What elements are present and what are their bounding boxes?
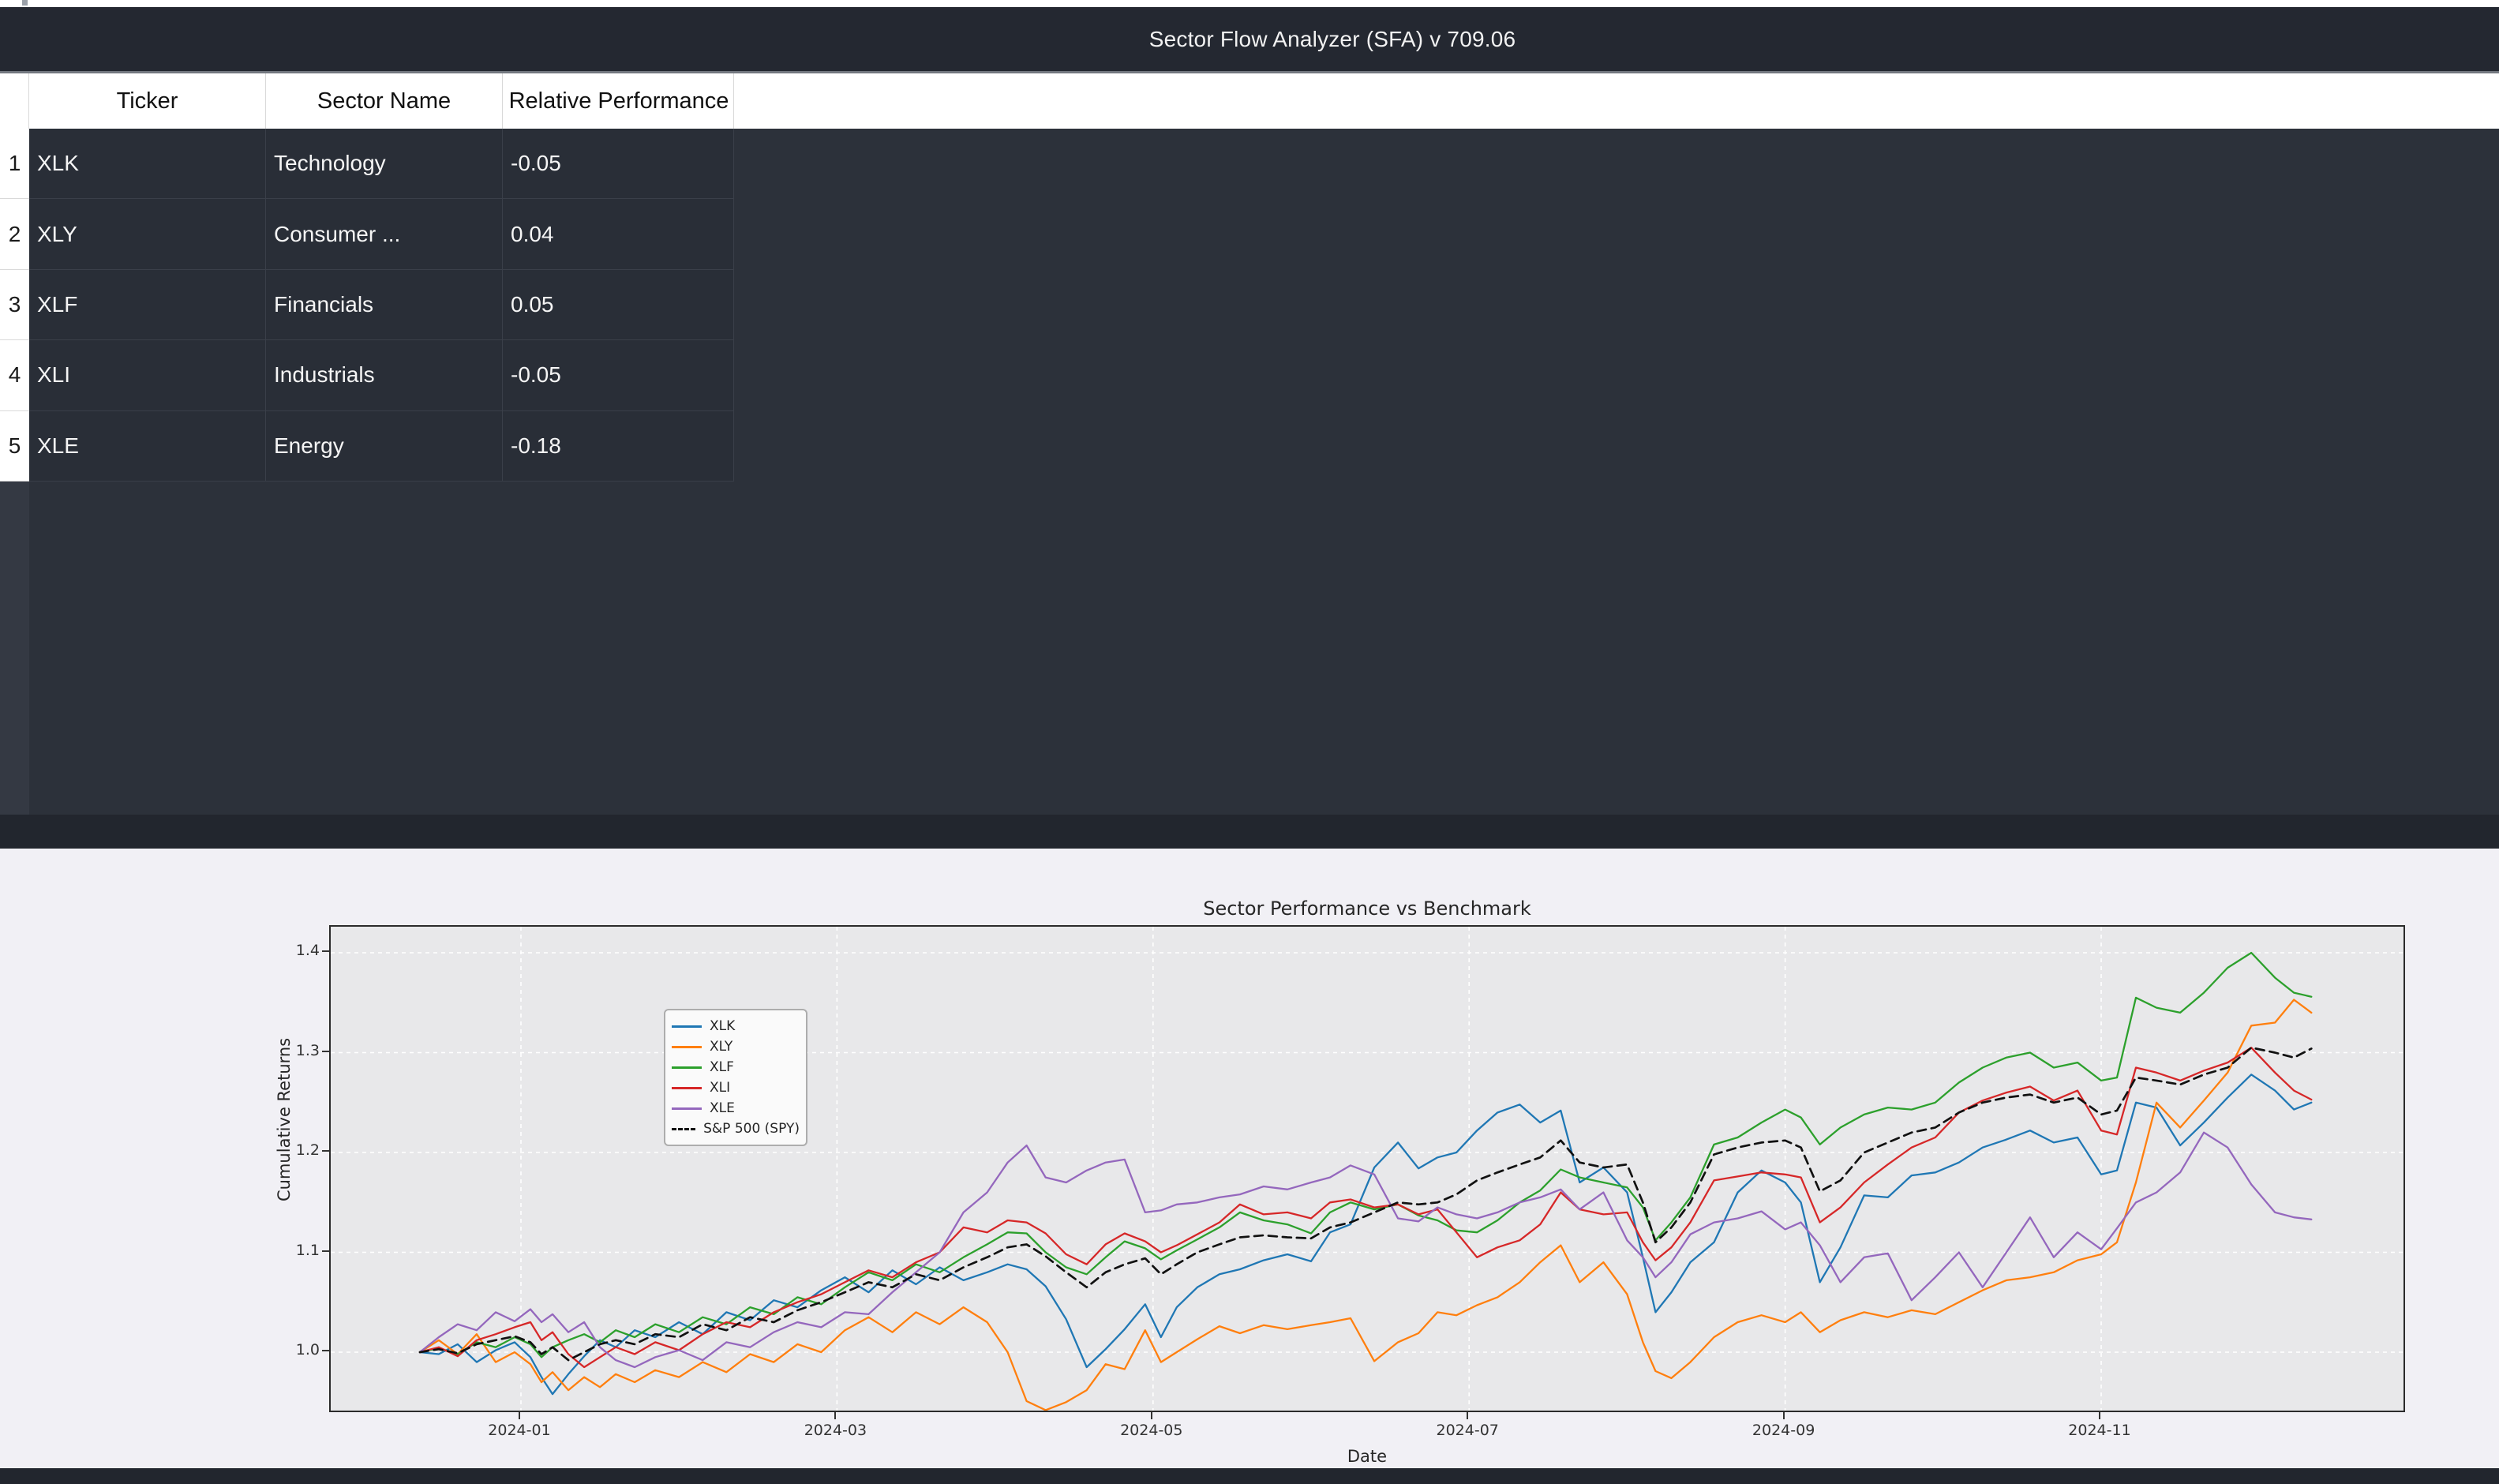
cell-sector-name[interactable]: Technology — [266, 129, 503, 199]
series-line-XLE — [418, 1131, 2313, 1369]
data-grid: XLK Technology -0.05 1 XLY Consumer ... 0.04 2 X… — [0, 129, 734, 482]
y-tick-label: 1.2 — [295, 1141, 320, 1159]
legend-item: XLY — [672, 1036, 800, 1057]
x-tick-mark — [1150, 1412, 1152, 1419]
row-cells: XLK Technology -0.05 — [29, 129, 734, 200]
grid-header-row: Ticker Sector Name Relative Performance — [0, 73, 2499, 129]
x-tick-mark — [519, 1412, 520, 1419]
data-grid-panel: XLK Technology -0.05 1 XLY Consumer ... 0.04 2 X… — [0, 129, 2499, 815]
legend-label: XLI — [710, 1080, 731, 1096]
plot-canvas — [331, 927, 2403, 1411]
plot-area: XLK XLY XLF XLI XLE S&P 500 (SPY) — [329, 925, 2405, 1412]
legend-item: XLF — [672, 1057, 800, 1077]
legend-swatch — [672, 1086, 702, 1089]
row-number-cell[interactable]: 2 — [0, 199, 29, 270]
column-header-sector-name[interactable]: Sector Name — [266, 73, 503, 129]
title-bar[interactable]: Sector Flow Analyzer (SFA) v 709.06 — [0, 7, 2499, 71]
row-cells: XLF Financials 0.05 — [29, 269, 734, 341]
legend-item: XLI — [672, 1077, 800, 1098]
cell-sector-name[interactable]: Consumer ... — [266, 199, 503, 269]
y-tick-mark — [322, 1150, 329, 1152]
x-tick-mark — [2099, 1412, 2100, 1419]
cell-sector-name[interactable]: Energy — [266, 410, 503, 481]
top-strip — [0, 0, 2499, 7]
table-row[interactable]: XLI Industrials -0.05 4 — [0, 340, 734, 411]
chart-title: Sector Performance vs Benchmark — [1203, 898, 1531, 920]
cell-sector-name[interactable]: Industrials — [266, 340, 503, 410]
table-row[interactable]: XLE Energy -0.18 5 — [0, 410, 734, 482]
x-tick-label: 2024-07 — [1436, 1422, 1499, 1439]
legend-item: XLK — [672, 1016, 800, 1036]
cell-ticker[interactable]: XLF — [29, 269, 266, 340]
cell-sector-name[interactable]: Financials — [266, 269, 503, 340]
y-tick-label: 1.3 — [295, 1041, 320, 1059]
cell-relative-performance[interactable]: 0.05 — [503, 269, 734, 340]
y-axis-label: Cumulative Returns — [275, 1037, 294, 1201]
row-number-cell[interactable]: 5 — [0, 410, 29, 482]
x-tick-label: 2024-05 — [1120, 1422, 1183, 1439]
y-tick-mark — [322, 950, 329, 952]
x-tick-label: 2024-01 — [488, 1422, 551, 1439]
x-tick-label: 2024-11 — [2068, 1422, 2131, 1439]
row-cells: XLI Industrials -0.05 — [29, 340, 734, 411]
legend: XLK XLY XLF XLI XLE S&P 500 (SPY) — [664, 1009, 807, 1146]
series-line-S-P-500-SPY- — [418, 1046, 2313, 1362]
panel-bottom-strip — [0, 815, 2499, 849]
table-row[interactable]: XLY Consumer ... 0.04 2 — [0, 199, 734, 270]
y-tick-mark — [322, 1350, 329, 1351]
legend-label: XLK — [710, 1018, 736, 1034]
cell-relative-performance[interactable]: 0.04 — [503, 199, 734, 269]
row-cells: XLE Energy -0.18 — [29, 410, 734, 482]
cell-ticker[interactable]: XLY — [29, 199, 266, 269]
row-number-cell[interactable]: 4 — [0, 340, 29, 411]
legend-swatch — [672, 1066, 702, 1069]
table-row[interactable]: XLF Financials 0.05 3 — [0, 269, 734, 341]
series-line-XLY — [418, 999, 2313, 1411]
cell-relative-performance[interactable]: -0.05 — [503, 129, 734, 199]
legend-label: S&P 500 (SPY) — [703, 1121, 800, 1137]
y-tick-label: 1.1 — [295, 1241, 320, 1259]
title-divider — [0, 71, 2499, 73]
app-title: Sector Flow Analyzer (SFA) v 709.06 — [1148, 27, 1516, 51]
window-resize-notch-icon — [22, 0, 28, 6]
row-gutter-empty — [0, 482, 29, 815]
legend-label: XLY — [710, 1039, 733, 1055]
legend-swatch — [672, 1045, 702, 1048]
x-tick-label: 2024-09 — [1752, 1422, 1815, 1439]
legend-label: XLE — [710, 1100, 735, 1116]
x-tick-mark — [1467, 1412, 1469, 1419]
legend-item: S&P 500 (SPY) — [672, 1119, 800, 1139]
cell-ticker[interactable]: XLI — [29, 340, 266, 410]
bottom-strip — [0, 1468, 2499, 1484]
cell-ticker[interactable]: XLE — [29, 410, 266, 481]
legend-swatch — [672, 1025, 702, 1028]
row-number-cell[interactable]: 3 — [0, 269, 29, 341]
legend-label: XLF — [710, 1059, 734, 1075]
legend-item: XLE — [672, 1098, 800, 1119]
row-number-cell[interactable]: 1 — [0, 129, 29, 200]
series-line-XLI — [418, 1047, 2313, 1369]
legend-swatch — [672, 1107, 702, 1110]
y-tick-label: 1.0 — [295, 1341, 320, 1358]
grid-corner-cell[interactable] — [0, 73, 29, 129]
series-line-XLK — [418, 1074, 2313, 1396]
chart-figure: Sector Performance vs Benchmark Cumulati… — [0, 849, 2499, 1468]
y-tick-mark — [322, 1250, 329, 1252]
y-tick-label: 1.4 — [295, 942, 320, 959]
column-header-relative-performance[interactable]: Relative Performance — [503, 73, 734, 129]
x-tick-mark — [834, 1412, 837, 1419]
row-cells: XLY Consumer ... 0.04 — [29, 199, 734, 270]
cell-ticker[interactable]: XLK — [29, 129, 266, 199]
x-axis-label: Date — [1347, 1447, 1388, 1466]
x-tick-mark — [1782, 1412, 1785, 1419]
legend-swatch — [672, 1127, 696, 1130]
cell-relative-performance[interactable]: -0.05 — [503, 340, 734, 410]
y-tick-mark — [322, 1050, 329, 1052]
x-tick-label: 2024-03 — [804, 1422, 867, 1439]
cell-relative-performance[interactable]: -0.18 — [503, 410, 734, 481]
series-line-XLF — [418, 951, 2313, 1358]
table-row[interactable]: XLK Technology -0.05 1 — [0, 129, 734, 200]
column-header-ticker[interactable]: Ticker — [29, 73, 266, 129]
